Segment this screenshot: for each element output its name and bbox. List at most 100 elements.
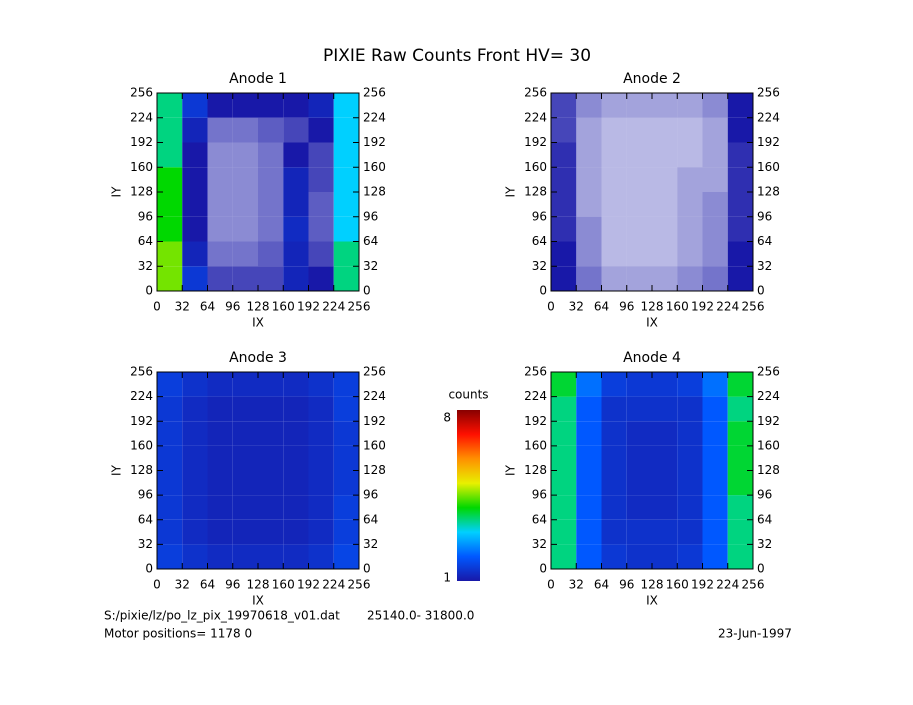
heat-cell (626, 216, 652, 242)
y-tick-label-right: 256 (757, 86, 780, 100)
heat-cell (232, 544, 258, 569)
heat-cell (576, 93, 602, 118)
heat-cell (702, 93, 728, 118)
y-tick-label: 160 (130, 160, 153, 174)
heat-cell (551, 266, 577, 291)
heat-cell (283, 470, 309, 496)
x-tick-label: 0 (153, 300, 161, 314)
y-tick-label-right: 96 (363, 209, 378, 223)
y-tick-label-right: 160 (363, 438, 386, 452)
heat-cell (652, 372, 678, 397)
y-tick-label: 64 (138, 512, 153, 526)
heat-cell (626, 117, 652, 143)
heat-cell (333, 470, 359, 496)
heat-cell (157, 544, 183, 569)
heat-cell (333, 266, 359, 291)
heat-cell (601, 142, 627, 168)
heat-cell (207, 266, 233, 291)
heat-cell (677, 544, 703, 569)
y-tick-label: 32 (138, 537, 153, 551)
x-tick-label: 128 (641, 300, 664, 314)
x-tick-label: 192 (297, 578, 320, 592)
heat-cell (258, 519, 284, 545)
heat-cell (576, 470, 602, 496)
heat-cell (333, 192, 359, 217)
heat-cell (601, 216, 627, 242)
heat-cell (551, 167, 577, 192)
heat-cell (182, 519, 208, 545)
heat-cell (702, 519, 728, 545)
heat-cell (551, 117, 577, 143)
y-tick-label: 128 (524, 463, 547, 477)
heat-cell (626, 167, 652, 192)
heat-cell (258, 142, 284, 168)
y-tick-label-right: 224 (757, 110, 780, 124)
heat-cell (258, 421, 284, 446)
heat-cell (157, 421, 183, 446)
heat-cell (283, 544, 309, 569)
x-tick-label: 32 (175, 300, 190, 314)
heat-cell (283, 167, 309, 192)
x-tick-label: 96 (619, 578, 634, 592)
heat-cell (258, 372, 284, 397)
heat-cell (182, 445, 208, 471)
colorbar-tick-label: 8 (443, 411, 451, 425)
heat-cell (333, 142, 359, 168)
y-tick-label: 224 (130, 110, 153, 124)
heat-cell (232, 142, 258, 168)
y-axis-label: IY (504, 186, 518, 198)
y-tick-label-right: 64 (363, 512, 378, 526)
heat-cell (727, 117, 753, 143)
x-axis-label: IX (252, 594, 264, 608)
heat-cell (308, 266, 334, 291)
heat-cell (258, 241, 284, 267)
heat-cell (652, 519, 678, 545)
heat-cell (232, 495, 258, 520)
y-tick-label: 256 (524, 86, 547, 100)
heat-cell (626, 142, 652, 168)
heat-cell (576, 266, 602, 291)
x-axis-label: IX (646, 594, 658, 608)
heat-cell (308, 93, 334, 118)
heat-cell (232, 93, 258, 118)
x-tick-label: 160 (666, 578, 689, 592)
x-tick-label: 192 (297, 300, 320, 314)
y-tick-label: 192 (130, 414, 153, 428)
x-axis-label: IX (252, 316, 264, 330)
heat-cell (207, 142, 233, 168)
heat-cell (157, 93, 183, 118)
y-tick-label: 0 (539, 284, 547, 298)
heat-cell (652, 192, 678, 217)
heat-cell (702, 544, 728, 569)
heat-cell (626, 396, 652, 422)
heat-cell (677, 421, 703, 446)
heat-cell (157, 495, 183, 520)
heat-cell (258, 192, 284, 217)
heat-cell (576, 142, 602, 168)
heat-cell (182, 495, 208, 520)
heat-cell (207, 117, 233, 143)
heat-cell (576, 495, 602, 520)
colorbar-tick-label: 1 (443, 571, 451, 585)
heat-cell (702, 216, 728, 242)
heat-cell (182, 216, 208, 242)
heat-cell (601, 266, 627, 291)
heat-cell (677, 519, 703, 545)
heat-cell (308, 142, 334, 168)
heat-cell (283, 396, 309, 422)
y-tick-label-right: 128 (757, 463, 780, 477)
y-tick-label: 192 (524, 135, 547, 149)
x-tick-label: 160 (272, 300, 295, 314)
heat-cell (677, 192, 703, 217)
heat-cell (551, 241, 577, 267)
y-tick-label-right: 128 (757, 185, 780, 199)
y-tick-label-right: 160 (757, 438, 780, 452)
heat-cell (551, 495, 577, 520)
heat-cell (308, 495, 334, 520)
heat-cell (677, 117, 703, 143)
heat-cell (727, 241, 753, 267)
heat-cell (626, 495, 652, 520)
heat-cell (232, 117, 258, 143)
x-tick-label: 64 (594, 578, 609, 592)
heat-cell (283, 266, 309, 291)
